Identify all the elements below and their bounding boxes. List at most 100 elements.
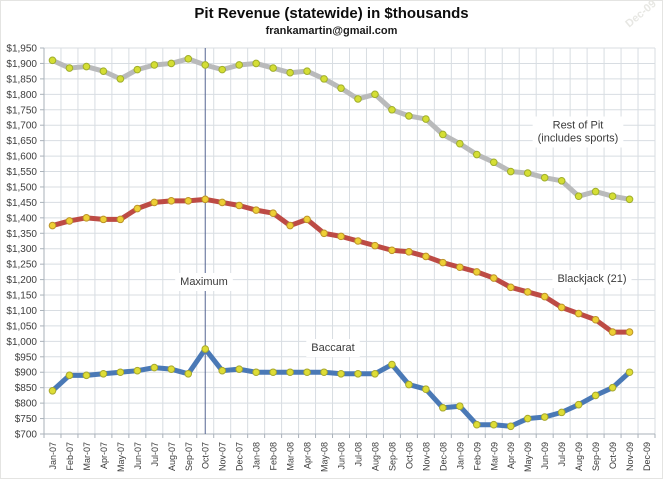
data-point-marker — [218, 198, 227, 207]
chart-subtitle: frankamartin@gmail.com — [265, 25, 398, 37]
data-point-marker — [218, 366, 227, 375]
data-point-marker — [337, 84, 345, 92]
series-line-blackjack-21 — [49, 196, 633, 335]
data-point-marker — [557, 176, 566, 185]
x-axis-label: Sep-08 — [387, 442, 397, 471]
x-axis-label: Mar-07 — [82, 442, 92, 471]
data-point-marker — [286, 68, 294, 77]
annotation-text: Blackjack (21) — [557, 273, 626, 285]
data-point-marker — [439, 130, 447, 139]
x-axis-label: Oct-08 — [404, 442, 414, 469]
data-point-marker — [506, 422, 515, 431]
annotation-text: Baccarat — [311, 342, 354, 354]
data-point-marker — [286, 368, 294, 377]
x-axis-label: Apr-09 — [506, 442, 516, 469]
data-point-marker — [371, 241, 379, 250]
blackjack-label: Blackjack (21) — [552, 270, 632, 288]
data-point-marker — [439, 403, 447, 412]
data-point-marker — [201, 345, 210, 353]
data-point-marker — [456, 139, 464, 148]
x-axis-label: Nov-09 — [625, 442, 635, 471]
y-axis-label: $1,450 — [6, 198, 37, 209]
data-point-marker — [133, 366, 142, 375]
data-point-marker — [608, 192, 617, 201]
data-point-marker — [557, 408, 566, 417]
data-point-marker — [405, 248, 413, 256]
x-axis-label: Apr-07 — [99, 442, 109, 469]
data-point-marker — [591, 315, 600, 324]
x-axis-label: Jun-09 — [540, 442, 550, 470]
x-axis-label: Jan-07 — [48, 442, 58, 470]
data-point-marker — [82, 214, 91, 222]
data-point-marker — [574, 192, 583, 201]
data-point-marker — [303, 67, 311, 75]
y-axis-label: $1,650 — [6, 136, 37, 147]
y-axis-label: $1,700 — [6, 121, 37, 132]
x-axis-label: Sep-07 — [184, 442, 194, 471]
y-axis-label: $1,400 — [6, 213, 37, 224]
data-point-marker — [472, 268, 481, 276]
data-point-marker — [354, 237, 362, 245]
data-point-marker — [371, 369, 379, 378]
annotation-text: (includes sports) — [538, 133, 619, 145]
data-point-marker — [65, 217, 74, 225]
data-point-marker — [184, 369, 193, 378]
series-baccarat — [48, 345, 634, 431]
y-axis-label: $1,500 — [6, 182, 37, 193]
data-point-marker — [388, 105, 396, 114]
data-point-marker — [320, 75, 328, 83]
data-point-marker — [150, 198, 159, 207]
baccarat-label: Baccarat — [306, 339, 360, 357]
data-point-marker — [523, 414, 532, 423]
data-point-marker — [337, 232, 345, 241]
x-axis-label: Apr-08 — [303, 442, 313, 469]
data-point-marker — [320, 368, 328, 377]
data-point-marker — [472, 420, 481, 429]
data-point-marker — [269, 209, 277, 218]
data-point-marker — [591, 187, 600, 196]
x-axis-label: Nov-07 — [218, 442, 228, 471]
data-point-marker — [116, 215, 125, 224]
y-axis-label: $900 — [15, 368, 38, 379]
y-axis-label: $700 — [15, 430, 38, 441]
x-axis-label: Oct-09 — [608, 442, 618, 469]
maximum-label: Maximum — [175, 273, 233, 291]
data-point-marker — [506, 283, 515, 292]
x-axis-label: Jun-08 — [337, 442, 347, 470]
data-point-marker — [354, 369, 362, 378]
data-point-marker — [320, 229, 328, 238]
data-point-marker — [303, 215, 311, 224]
data-point-marker — [608, 383, 617, 392]
data-point-marker — [354, 95, 362, 103]
data-point-marker — [235, 61, 243, 69]
data-point-marker — [65, 371, 74, 380]
x-axis-label: Nov-08 — [421, 442, 431, 471]
data-point-marker — [388, 360, 396, 369]
data-point-marker — [184, 55, 193, 63]
data-point-marker — [303, 368, 311, 377]
data-point-marker — [540, 292, 549, 301]
y-axis-label: $1,150 — [6, 291, 37, 302]
x-axis-label: Aug-07 — [167, 442, 177, 471]
data-point-marker — [388, 246, 396, 255]
y-axis-label: $1,350 — [6, 229, 37, 240]
data-point-marker — [540, 413, 549, 421]
x-axis-label: Dec-07 — [235, 442, 245, 471]
data-point-marker — [99, 67, 108, 75]
data-point-marker — [489, 158, 498, 167]
x-axis-label: Dec-08 — [438, 442, 448, 471]
data-point-marker — [235, 201, 243, 210]
annotation-box — [532, 116, 624, 148]
data-point-marker — [456, 402, 464, 411]
data-point-marker — [116, 75, 125, 83]
data-point-marker — [472, 150, 481, 159]
y-axis-label: $750 — [15, 414, 38, 425]
data-point-marker — [625, 368, 634, 377]
annotation-box — [552, 270, 632, 288]
y-axis-label: $1,000 — [6, 337, 37, 348]
data-point-marker — [422, 252, 430, 261]
data-point-marker — [540, 173, 549, 182]
x-axis-label: Dec-09 — [642, 442, 652, 471]
data-point-marker — [252, 59, 260, 68]
annotation-text: Maximum — [180, 276, 228, 288]
